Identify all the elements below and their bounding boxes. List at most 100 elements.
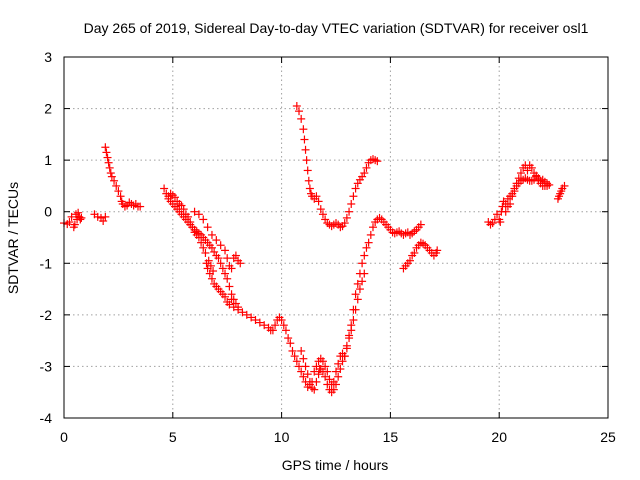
data-point	[297, 367, 306, 376]
y-tick-label: 3	[44, 49, 52, 65]
data-point	[104, 158, 113, 167]
data-point	[229, 295, 238, 304]
data-point	[299, 354, 308, 363]
data-point	[236, 259, 245, 268]
data-point	[209, 267, 218, 276]
y-tick-label: 1	[44, 152, 52, 168]
data-point	[360, 169, 369, 178]
data-point	[160, 184, 169, 193]
data-point	[325, 375, 334, 384]
y-tick-label: 0	[44, 204, 52, 220]
data-point	[297, 346, 306, 355]
data-point	[349, 316, 358, 325]
data-point	[368, 155, 377, 164]
data-point	[408, 229, 417, 238]
data-point	[168, 191, 177, 200]
data-point	[199, 243, 208, 252]
data-point	[353, 279, 362, 288]
data-point	[419, 239, 428, 248]
data-point	[218, 264, 227, 273]
data-point	[321, 215, 330, 224]
data-point	[201, 248, 210, 257]
data-point	[242, 310, 251, 319]
data-point	[112, 181, 121, 190]
data-point	[170, 193, 179, 202]
data-point	[234, 303, 243, 312]
data-point	[510, 187, 519, 196]
data-point	[364, 238, 373, 247]
data-point	[560, 181, 569, 190]
data-point	[351, 305, 360, 314]
data-point	[101, 212, 110, 221]
data-point	[318, 367, 327, 376]
data-point	[310, 385, 319, 394]
y-tick-label: 2	[44, 101, 52, 117]
data-point	[347, 199, 356, 208]
data-point	[362, 163, 371, 172]
data-point	[300, 135, 309, 144]
data-point	[312, 377, 321, 386]
data-point	[76, 215, 85, 224]
data-point	[351, 184, 360, 193]
data-point	[395, 227, 404, 236]
data-point	[360, 251, 369, 260]
data-point	[334, 372, 343, 381]
data-point	[238, 308, 247, 317]
data-point	[271, 321, 280, 330]
x-tick-label: 25	[600, 429, 616, 445]
data-point	[225, 300, 234, 309]
data-point	[362, 243, 371, 252]
data-point	[334, 359, 343, 368]
data-point	[366, 230, 375, 239]
data-point	[349, 192, 358, 201]
data-point	[340, 219, 349, 228]
data-point	[345, 207, 354, 216]
data-point	[316, 205, 325, 214]
data-point	[368, 223, 377, 232]
data-point	[523, 166, 532, 175]
data-point	[305, 184, 314, 193]
y-tick-label: -1	[40, 255, 53, 271]
data-point	[501, 207, 510, 216]
data-point	[299, 372, 308, 381]
data-point	[77, 213, 86, 222]
data-point	[279, 321, 288, 330]
data-point	[338, 357, 347, 366]
data-point	[516, 169, 525, 178]
data-point	[312, 192, 321, 201]
data-point	[177, 201, 186, 210]
data-point	[281, 326, 290, 335]
data-point	[107, 172, 116, 181]
data-point	[303, 370, 312, 379]
data-point	[301, 145, 310, 154]
data-point	[493, 210, 502, 219]
data-point	[65, 218, 74, 227]
y-tick-label: -4	[40, 410, 53, 426]
data-point	[340, 352, 349, 361]
data-point	[199, 215, 208, 224]
data-point	[301, 362, 310, 371]
data-point	[216, 241, 225, 250]
data-point	[318, 357, 327, 366]
data-point	[286, 339, 295, 348]
data-point	[227, 290, 236, 299]
data-point	[299, 125, 308, 134]
data-point	[290, 352, 299, 361]
data-point	[70, 220, 79, 229]
data-point	[323, 380, 332, 389]
data-point	[106, 169, 115, 178]
data-point	[268, 326, 277, 335]
data-point	[336, 365, 345, 374]
data-point	[116, 192, 125, 201]
data-point	[221, 246, 230, 255]
y-tick-label: -2	[40, 307, 53, 323]
x-tick-label: 15	[383, 429, 399, 445]
data-point	[410, 248, 419, 257]
data-point	[255, 318, 264, 327]
data-point	[231, 251, 240, 260]
data-point	[358, 259, 367, 268]
grid	[64, 57, 608, 418]
data-point	[221, 292, 230, 301]
data-point	[297, 114, 306, 123]
data-point	[214, 254, 223, 263]
